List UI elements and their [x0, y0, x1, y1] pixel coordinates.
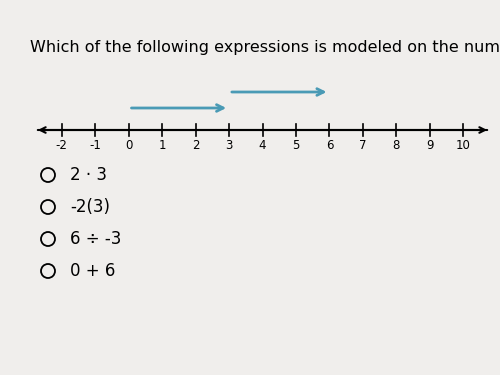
Text: -2(3): -2(3): [70, 198, 110, 216]
Text: 5: 5: [292, 139, 300, 152]
Text: 1: 1: [158, 139, 166, 152]
Text: Which of the following expressions is modeled on the number: Which of the following expressions is mo…: [30, 40, 500, 55]
Text: 3: 3: [226, 139, 232, 152]
Text: 8: 8: [392, 139, 400, 152]
Text: 2: 2: [192, 139, 200, 152]
Text: 10: 10: [456, 139, 470, 152]
Text: 7: 7: [359, 139, 366, 152]
Text: -2: -2: [56, 139, 68, 152]
Text: 0 + 6: 0 + 6: [70, 262, 116, 280]
Text: 4: 4: [259, 139, 266, 152]
Text: 0: 0: [125, 139, 132, 152]
Text: 6 ÷ -3: 6 ÷ -3: [70, 230, 122, 248]
Text: 6: 6: [326, 139, 333, 152]
Text: 9: 9: [426, 139, 434, 152]
Text: -1: -1: [90, 139, 101, 152]
Text: 2 · 3: 2 · 3: [70, 166, 107, 184]
